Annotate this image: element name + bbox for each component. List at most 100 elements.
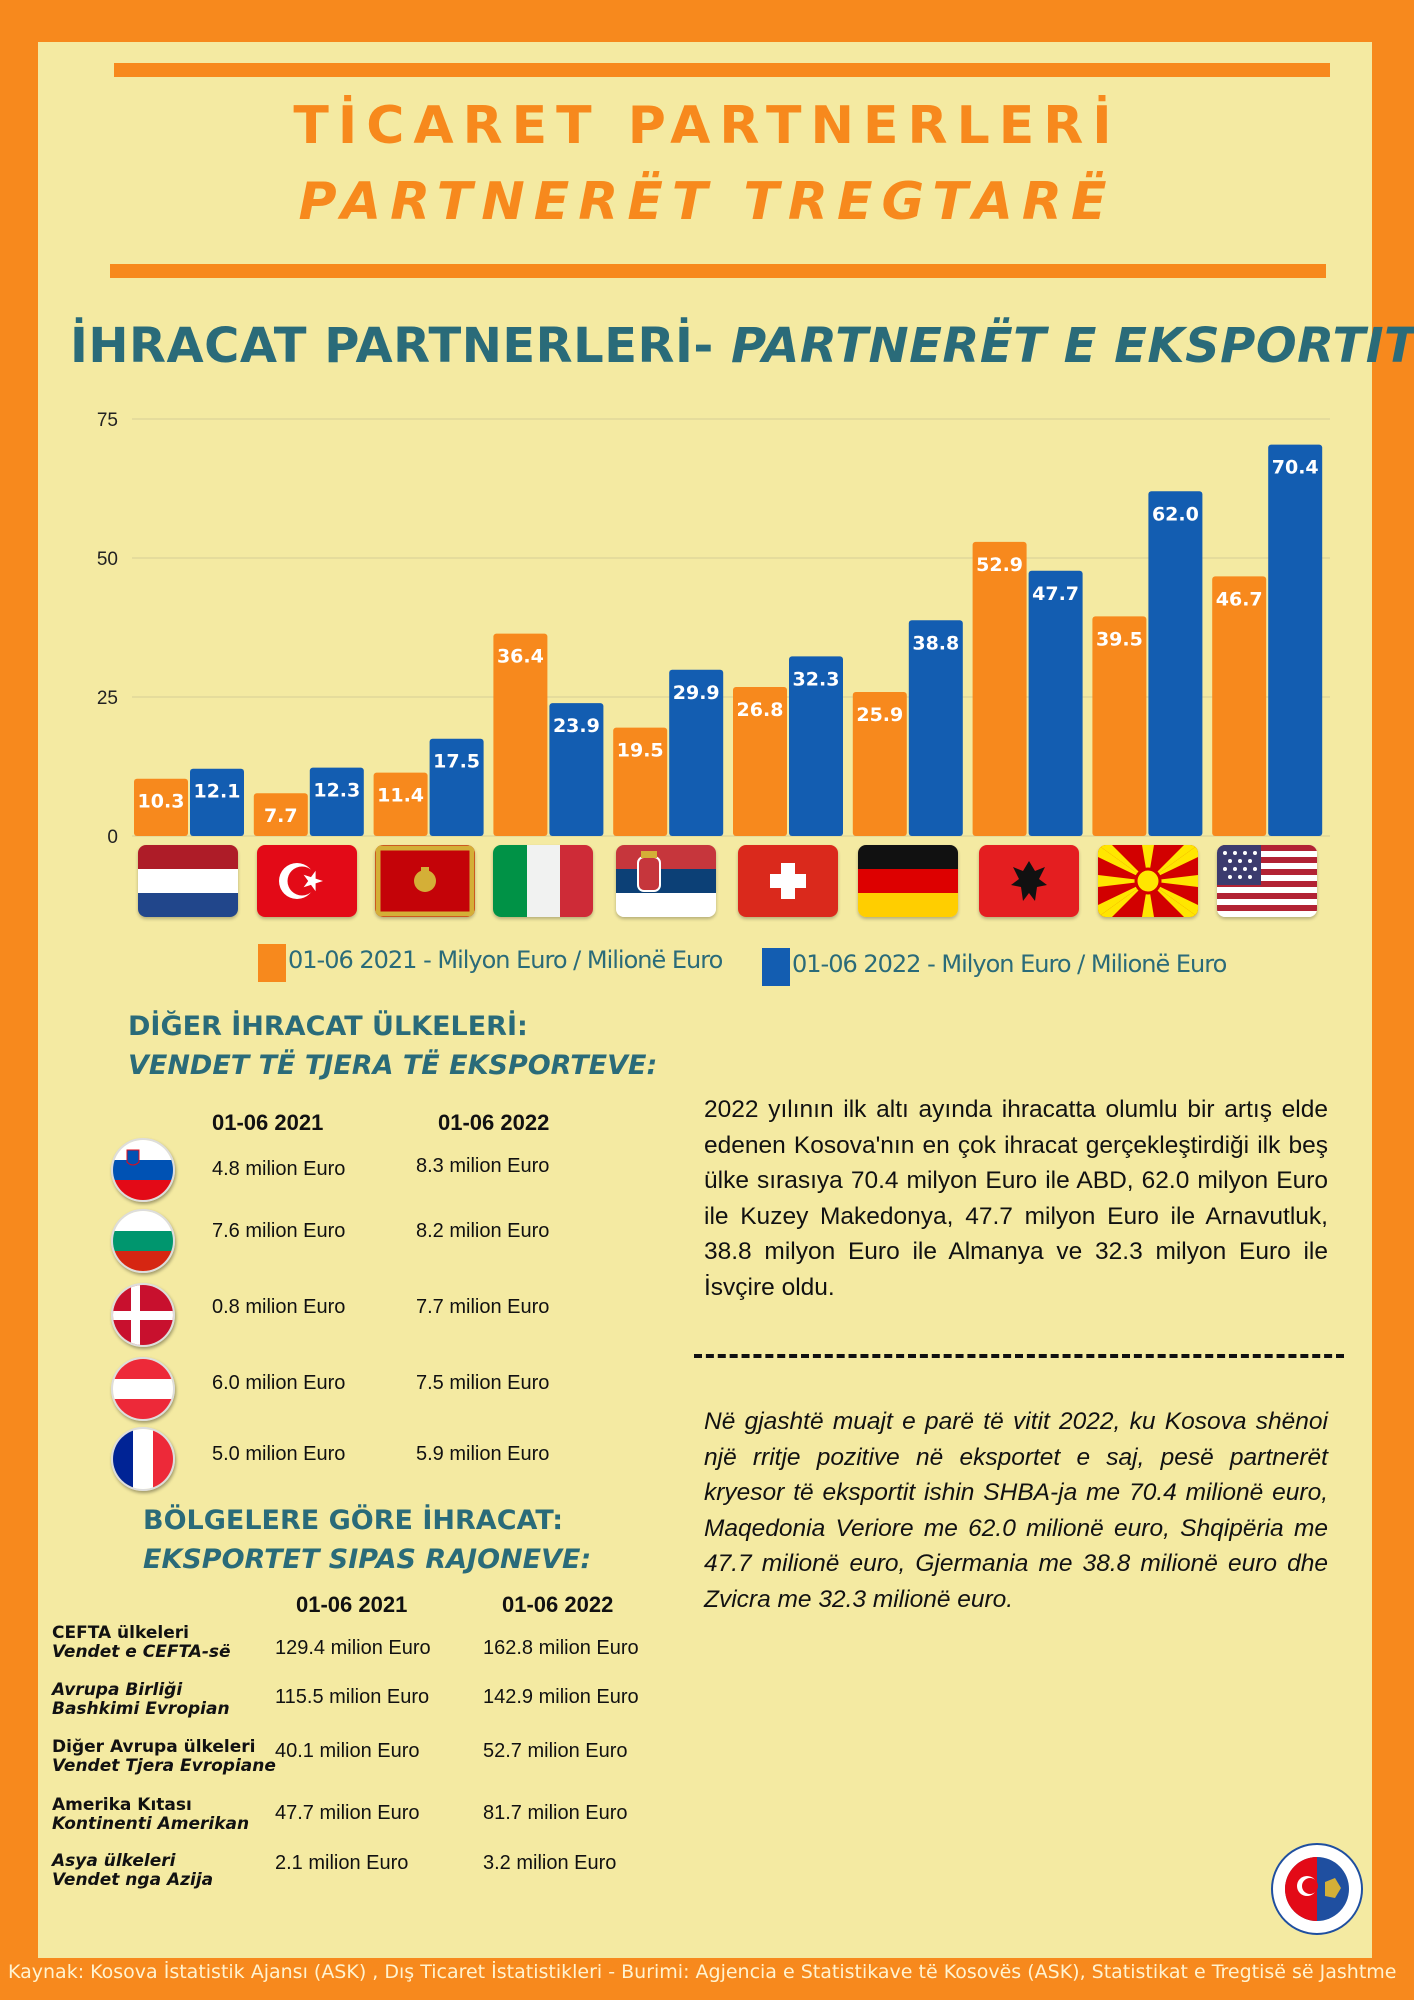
region-other-europe-2021: 40.1 milion Euro xyxy=(275,1740,420,1762)
bulgaria-flag-icon xyxy=(111,1209,175,1273)
bar-2021-flag-netherlands xyxy=(134,778,188,836)
bar-2022-flag-albania xyxy=(1028,570,1083,836)
flag-serbia xyxy=(616,845,716,917)
bar-2022-flag-germany xyxy=(908,620,963,836)
region-name-sq: Vendet nga Azija xyxy=(52,1870,214,1890)
bar-2021-flag-montenegro xyxy=(373,772,428,836)
y-tick-label: 50 xyxy=(97,549,118,570)
denmark-2021-value: 0.8 milion Euro xyxy=(212,1296,346,1318)
flag-turkey xyxy=(257,845,357,917)
regions-heading-sq: EKSPORTET SIPAS RAJONEVE: xyxy=(143,1544,592,1575)
region-eu-2022: 142.9 milion Euro xyxy=(483,1686,639,1708)
chart-title-albanian: PARTNERËT E EKSPORTIT xyxy=(730,318,1414,374)
bottom-rule xyxy=(110,264,1326,278)
data-label: 29.9 xyxy=(673,682,720,704)
france-2021-value: 5.0 milion Euro xyxy=(212,1443,346,1465)
data-label: 46.7 xyxy=(1216,588,1263,610)
top-rule xyxy=(114,63,1330,77)
data-label: 7.7 xyxy=(264,805,298,827)
flag-germany xyxy=(858,845,958,917)
slovenia-2021-value: 4.8 milion Euro xyxy=(212,1158,346,1180)
region-name-sq: Bashkimi Evropian xyxy=(52,1699,230,1719)
data-label: 36.4 xyxy=(497,646,544,668)
page-panel xyxy=(38,42,1372,1958)
region-name-tr: Amerika Kıtası xyxy=(52,1795,192,1815)
region-cefta-2022: 162.8 milion Euro xyxy=(483,1637,639,1659)
slovenia-2022-value: 8.3 milion Euro xyxy=(416,1155,550,1177)
bar-2022-flag-switzerland xyxy=(789,656,843,836)
other-col-2021: 01-06 2021 xyxy=(212,1110,324,1135)
bar-2021-flag-germany xyxy=(852,691,907,836)
region-eu-name: Avrupa Birliği Bashkimi Evropian xyxy=(52,1681,230,1719)
data-label: 38.8 xyxy=(912,632,959,654)
chart-title: İHRACAT PARTNERLERİ- PARTNERËT E EKSPORT… xyxy=(70,318,1414,374)
flag-montenegro xyxy=(375,845,475,917)
regions-heading-tr: BÖLGELERE GÖRE İHRACAT: xyxy=(143,1505,564,1536)
data-label: 12.1 xyxy=(194,781,241,803)
flag-usa xyxy=(1217,845,1317,917)
region-americas-2022: 81.7 milion Euro xyxy=(483,1802,628,1824)
page-title-turkish: TİCARET PARTNERLERİ xyxy=(293,96,1121,156)
paragraph-albanian: Në gjashtë muajt e parë të vitit 2022, k… xyxy=(704,1408,1328,1613)
source-footer: Kaynak: Kosova İstatistik Ajansı (ASK) ,… xyxy=(8,1961,1414,1983)
bar-2022-flag-north-macedonia xyxy=(1148,491,1203,836)
flag-albania xyxy=(979,845,1079,917)
other-countries-heading-sq: VENDET TË TJERA TË EKSPORTEVE: xyxy=(128,1050,658,1081)
bar-2021-flag-switzerland xyxy=(733,686,787,836)
other-col-2022: 01-06 2022 xyxy=(438,1110,550,1135)
other-countries-heading-tr: DİĞER İHRACAT ÜLKELERİ: xyxy=(128,1011,528,1042)
regions-col-2022: 01-06 2022 xyxy=(502,1592,614,1617)
bar-2021-flag-north-macedonia xyxy=(1092,616,1147,836)
paragraph-turkish: 2022 yılının ilk altı ayında ihracatta o… xyxy=(704,1096,1328,1301)
region-asia-2021: 2.1 milion Euro xyxy=(275,1852,409,1874)
bar-2022-flag-netherlands xyxy=(190,768,244,836)
austria-2022-value: 7.5 milion Euro xyxy=(416,1372,550,1394)
bulgaria-2022-value: 8.2 milion Euro xyxy=(416,1220,550,1242)
flag-switzerland xyxy=(738,845,838,917)
region-other-europe-2022: 52.7 milion Euro xyxy=(483,1740,628,1762)
bar-2021-flag-turkey xyxy=(253,793,308,836)
denmark-2022-value: 7.7 milion Euro xyxy=(416,1296,550,1318)
region-name-tr: Diğer Avrupa ülkeleri xyxy=(52,1737,256,1757)
bar-2021-flag-italy xyxy=(493,633,548,836)
data-label: 10.3 xyxy=(138,791,185,813)
austria-2021-value: 6.0 milion Euro xyxy=(212,1372,346,1394)
chamber-of-commerce-logo-icon xyxy=(1270,1842,1364,1936)
bar-2021-flag-usa xyxy=(1212,576,1267,836)
region-americas-name: Amerika Kıtası Kontinenti Amerikan xyxy=(52,1796,249,1834)
region-cefta-2021: 129.4 milion Euro xyxy=(275,1637,431,1659)
bar-2022-flag-turkey xyxy=(309,767,364,836)
flag-north-macedonia xyxy=(1098,845,1198,917)
data-label: 23.9 xyxy=(553,715,600,737)
bar-2021-flag-albania xyxy=(972,541,1027,836)
data-label: 19.5 xyxy=(617,740,664,762)
source-text: Kaynak: Kosova İstatistik Ajansı (ASK) ,… xyxy=(8,1961,1397,1983)
export-partners-bar-chart: 0 25 50 75 10.3 7.7 11.4 36.4 19.5 26.8 25.9 52.9 39… xyxy=(97,410,1330,848)
y-tick-label: 75 xyxy=(97,410,118,431)
region-americas-2021: 47.7 milion Euro xyxy=(275,1802,420,1824)
flag-netherlands xyxy=(138,845,238,917)
region-eu-2021: 115.5 milion Euro xyxy=(275,1686,430,1708)
data-label: 52.9 xyxy=(976,554,1023,576)
region-name-tr: Avrupa Birliği xyxy=(52,1680,183,1700)
france-2022-value: 5.9 milion Euro xyxy=(416,1443,550,1465)
data-label: 39.5 xyxy=(1096,628,1143,650)
region-name-tr: Asya ülkeleri xyxy=(52,1851,176,1871)
data-label: 25.9 xyxy=(856,704,903,726)
legend-swatch-2022 xyxy=(762,948,790,986)
data-label: 12.3 xyxy=(313,780,360,802)
region-other-europe-name: Diğer Avrupa ülkeleri Vendet Tjera Evrop… xyxy=(52,1738,276,1776)
austria-flag-icon xyxy=(111,1357,175,1421)
flag-italy xyxy=(493,845,593,917)
chart-title-turkish: İHRACAT PARTNERLERİ- xyxy=(70,318,714,374)
y-tick-label: 0 xyxy=(107,827,118,848)
bar-2022-flag-usa xyxy=(1268,444,1323,836)
region-name-sq: Vendet Tjera Evropiane xyxy=(52,1756,276,1776)
data-label: 17.5 xyxy=(433,751,480,773)
regions-col-2021: 01-06 2021 xyxy=(296,1592,408,1617)
data-label: 47.7 xyxy=(1032,583,1079,605)
region-name-tr: CEFTA ülkeleri xyxy=(52,1623,189,1643)
legend-swatch-2021 xyxy=(258,944,286,982)
page-title-albanian: PARTNERËT TREGTARË xyxy=(298,172,1116,232)
france-flag-icon xyxy=(111,1427,175,1491)
